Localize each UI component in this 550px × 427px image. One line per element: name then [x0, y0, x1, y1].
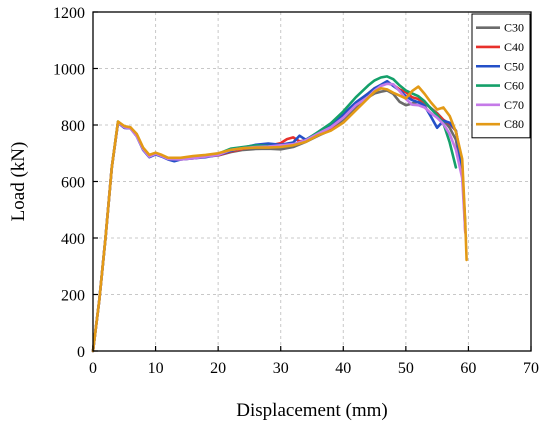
- legend-label-c70: C70: [504, 98, 524, 112]
- grid: [93, 12, 531, 351]
- x-tick-label: 40: [335, 360, 351, 377]
- x-tick-label: 30: [273, 360, 289, 377]
- y-tick-label: 0: [77, 344, 85, 361]
- series-line-c40: [91, 81, 467, 353]
- y-tick-label: 1200: [53, 5, 85, 22]
- series-line-c70: [91, 82, 467, 353]
- legend-label-c80: C80: [504, 117, 524, 131]
- series-line-c60: [91, 75, 458, 353]
- series-line-c80: [91, 85, 468, 353]
- y-axis-title: Load (kN): [8, 142, 29, 222]
- x-tick-label: 70: [523, 360, 539, 377]
- x-axis-title: Displacement (mm): [236, 400, 387, 421]
- x-tick-label: 0: [89, 360, 97, 377]
- legend-box: [471, 13, 531, 139]
- y-tick-label: 600: [61, 175, 85, 192]
- legend-label-c40: C40: [504, 40, 524, 54]
- series-line-c50: [91, 79, 467, 353]
- legend-label-c50: C50: [504, 59, 524, 73]
- legend: C30 C40 C50 C60 C70 C80: [471, 13, 531, 139]
- y-tick-label: 800: [61, 118, 85, 135]
- y-tick-label: 200: [61, 288, 85, 305]
- x-tick-label: 20: [210, 360, 226, 377]
- x-tick-label: 50: [398, 360, 414, 377]
- series-line-c30: [91, 89, 467, 353]
- series-lines: [91, 75, 468, 353]
- y-tick-label: 1000: [53, 62, 85, 79]
- legend-label-c30: C30: [504, 21, 524, 35]
- x-tick-label: 60: [460, 360, 476, 377]
- y-tick-label: 400: [61, 231, 85, 248]
- legend-label-c60: C60: [504, 79, 524, 93]
- axis-ticks: 0 10 20 30 40 50 60 70 0 200 400 600 800 1000 1200: [53, 5, 539, 377]
- x-tick-label: 10: [148, 360, 164, 377]
